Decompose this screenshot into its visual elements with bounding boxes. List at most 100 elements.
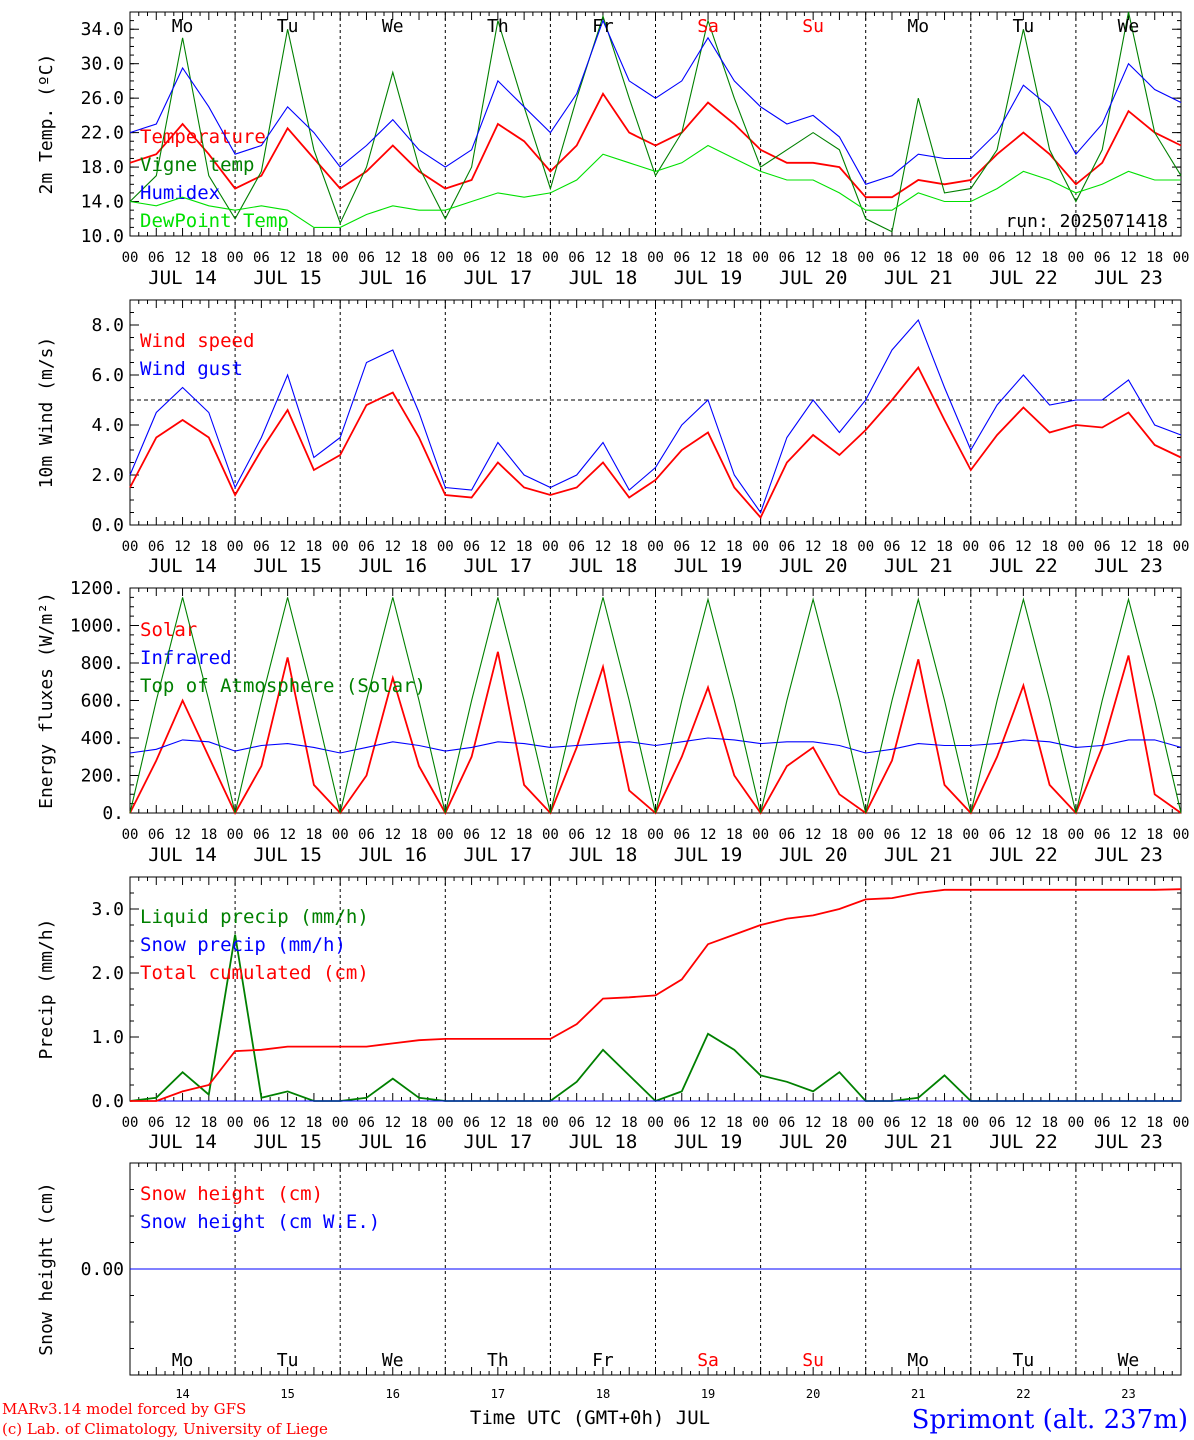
- hour-tick-label: 18: [621, 827, 638, 843]
- hour-tick-label: 06: [989, 1115, 1006, 1131]
- legend-entry: Wind speed: [140, 330, 254, 352]
- hour-tick-label: 12: [384, 1115, 401, 1131]
- date-label: JUL 15: [253, 555, 322, 577]
- hour-tick-label: 18: [305, 250, 322, 266]
- y-tick-label: 4.0: [91, 415, 124, 436]
- date-label: JUL 23: [1094, 844, 1163, 866]
- hour-tick-label: 00: [1173, 827, 1190, 843]
- hour-tick-label: 00: [857, 539, 874, 555]
- day-number: 23: [1121, 1387, 1135, 1401]
- hour-tick-label: 00: [542, 539, 559, 555]
- hour-tick-label: 18: [831, 539, 848, 555]
- hour-tick-label: 18: [831, 1115, 848, 1131]
- y-tick-label: 8.0: [91, 315, 124, 336]
- date-label: JUL 22: [989, 1131, 1058, 1153]
- legend-entry: Infrared: [140, 647, 232, 669]
- hour-tick-label: 06: [673, 1115, 690, 1131]
- y-tick-label: 30.0: [81, 54, 124, 75]
- hour-tick-label: 18: [726, 827, 743, 843]
- date-label: JUL 17: [464, 844, 533, 866]
- station-label: Sprimont (alt. 237m): [912, 1405, 1188, 1435]
- date-label: JUL 23: [1094, 1131, 1163, 1153]
- hour-tick-label: 18: [516, 1115, 533, 1131]
- series-line: [129, 11, 1182, 233]
- day-name: Tu: [277, 16, 299, 37]
- hour-tick-label: 18: [621, 1115, 638, 1131]
- day-name: Sa: [697, 16, 719, 37]
- hour-tick-label: 12: [910, 827, 927, 843]
- date-label: JUL 16: [358, 844, 427, 866]
- panel-snow: 0.00 Snow height (cm) Snow height (cm) Snow…: [36, 1162, 1182, 1401]
- hour-tick-label: 06: [568, 539, 585, 555]
- hour-tick-label: 12: [174, 827, 191, 843]
- hour-tick-label: 06: [148, 250, 165, 266]
- date-label: JUL 21: [884, 844, 953, 866]
- hour-tick-label: 00: [542, 1115, 559, 1131]
- day-name: Th: [487, 16, 509, 37]
- y-tick-label: 0.: [102, 803, 124, 824]
- y-tick-label: 22.0: [81, 123, 124, 144]
- hour-tick-label: 18: [411, 539, 428, 555]
- date-label: JUL 20: [779, 267, 848, 289]
- hour-tick-label: 00: [647, 1115, 664, 1131]
- hour-tick-label: 06: [673, 827, 690, 843]
- hour-tick-label: 06: [989, 250, 1006, 266]
- hour-tick-label: 12: [595, 250, 612, 266]
- y-tick-label: 2.0: [91, 963, 124, 984]
- y-tick-label: 0.00: [81, 1259, 124, 1280]
- hour-tick-label: 00: [332, 250, 349, 266]
- hour-tick-label: 12: [1120, 827, 1137, 843]
- hour-tick-label: 12: [910, 539, 927, 555]
- hour-tick-label: 06: [568, 1115, 585, 1131]
- legend-entry: Snow height (cm): [140, 1183, 323, 1205]
- date-label: JUL 17: [464, 1131, 533, 1153]
- hour-tick-label: 00: [647, 250, 664, 266]
- y-axis-label: 10m Wind (m/s): [36, 337, 57, 489]
- hour-tick-label: 06: [358, 250, 375, 266]
- day-name: Su: [802, 1350, 824, 1371]
- hour-tick-label: 18: [200, 827, 217, 843]
- hour-tick-label: 00: [752, 539, 769, 555]
- legend-entry: Snow precip (mm/h): [140, 934, 346, 956]
- hour-tick-label: 00: [962, 827, 979, 843]
- day-name: We: [382, 16, 404, 37]
- date-label: JUL 18: [569, 844, 638, 866]
- hour-tick-label: 00: [332, 827, 349, 843]
- hour-tick-label: 06: [884, 539, 901, 555]
- day-number: 18: [596, 1387, 610, 1401]
- hour-tick-label: 18: [516, 827, 533, 843]
- hour-tick-label: 18: [936, 539, 953, 555]
- date-label: JUL 23: [1094, 555, 1163, 577]
- hour-tick-label: 06: [148, 827, 165, 843]
- hour-tick-label: 06: [778, 1115, 795, 1131]
- legend-entry: Snow height (cm W.E.): [140, 1211, 380, 1233]
- hour-tick-label: 18: [1146, 539, 1163, 555]
- y-axis-label: Energy fluxes (W/m²): [36, 592, 57, 809]
- day-name: Mo: [172, 16, 194, 37]
- run-annotation: run: 2025071418: [1005, 211, 1168, 232]
- hour-tick-label: 12: [1120, 1115, 1137, 1131]
- hour-tick-label: 12: [174, 1115, 191, 1131]
- day-number: 14: [175, 1387, 189, 1401]
- day-name: We: [1118, 1350, 1140, 1371]
- hour-tick-label: 12: [700, 539, 717, 555]
- date-label: JUL 20: [779, 555, 848, 577]
- hour-tick-label: 12: [384, 827, 401, 843]
- x-axis-title: Time UTC (GMT+0h) JUL: [470, 1407, 710, 1429]
- hour-tick-label: 12: [174, 539, 191, 555]
- hour-tick-label: 18: [1146, 1115, 1163, 1131]
- hour-tick-label: 12: [174, 250, 191, 266]
- hour-tick-label: 00: [542, 250, 559, 266]
- panel-precip: 3.0 2.0 1.0 0.0 Precip (mm/h) Liquid precip (…: [36, 876, 1189, 1153]
- hour-tick-label: 12: [489, 1115, 506, 1131]
- hour-tick-label: 18: [1041, 539, 1058, 555]
- hour-tick-label: 12: [1120, 539, 1137, 555]
- hour-tick-label: 06: [989, 539, 1006, 555]
- hour-tick-label: 06: [463, 1115, 480, 1131]
- date-label: JUL 15: [253, 267, 322, 289]
- plot-frame: [129, 11, 1182, 237]
- hour-tick-label: 00: [1067, 827, 1084, 843]
- hour-tick-label: 06: [673, 250, 690, 266]
- date-label: JUL 16: [358, 555, 427, 577]
- hour-tick-label: 18: [200, 1115, 217, 1131]
